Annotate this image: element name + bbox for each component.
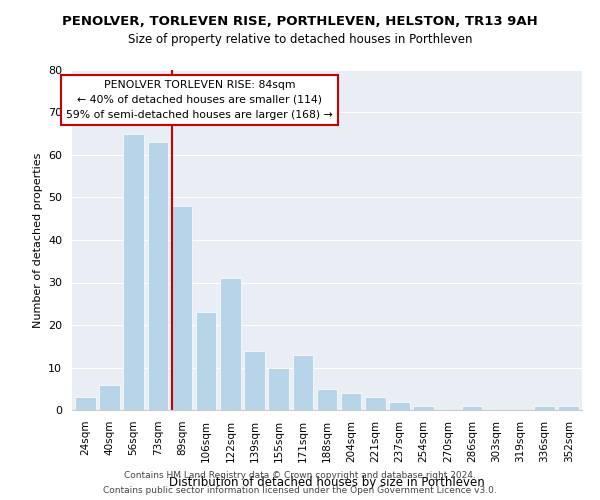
Text: Size of property relative to detached houses in Porthleven: Size of property relative to detached ho… bbox=[128, 32, 472, 46]
Bar bbox=[196, 312, 217, 410]
Bar bbox=[220, 278, 241, 410]
Bar bbox=[365, 397, 386, 410]
Bar bbox=[462, 406, 482, 410]
Bar bbox=[559, 406, 579, 410]
Bar bbox=[534, 406, 555, 410]
Bar bbox=[293, 355, 313, 410]
Bar bbox=[317, 389, 337, 410]
Y-axis label: Number of detached properties: Number of detached properties bbox=[32, 152, 43, 328]
Bar bbox=[413, 406, 434, 410]
Text: PENOLVER, TORLEVEN RISE, PORTHLEVEN, HELSTON, TR13 9AH: PENOLVER, TORLEVEN RISE, PORTHLEVEN, HEL… bbox=[62, 15, 538, 28]
Bar bbox=[244, 350, 265, 410]
Bar bbox=[389, 402, 410, 410]
Bar bbox=[172, 206, 192, 410]
Bar bbox=[99, 384, 120, 410]
Bar bbox=[124, 134, 144, 410]
Text: Contains HM Land Registry data © Crown copyright and database right 2024.: Contains HM Land Registry data © Crown c… bbox=[124, 471, 476, 480]
Bar bbox=[341, 393, 361, 410]
Text: Contains public sector information licensed under the Open Government Licence v3: Contains public sector information licen… bbox=[103, 486, 497, 495]
Bar bbox=[268, 368, 289, 410]
Bar bbox=[75, 397, 95, 410]
Text: PENOLVER TORLEVEN RISE: 84sqm
← 40% of detached houses are smaller (114)
59% of : PENOLVER TORLEVEN RISE: 84sqm ← 40% of d… bbox=[66, 80, 333, 120]
Bar bbox=[148, 142, 168, 410]
X-axis label: Distribution of detached houses by size in Porthleven: Distribution of detached houses by size … bbox=[169, 476, 485, 488]
